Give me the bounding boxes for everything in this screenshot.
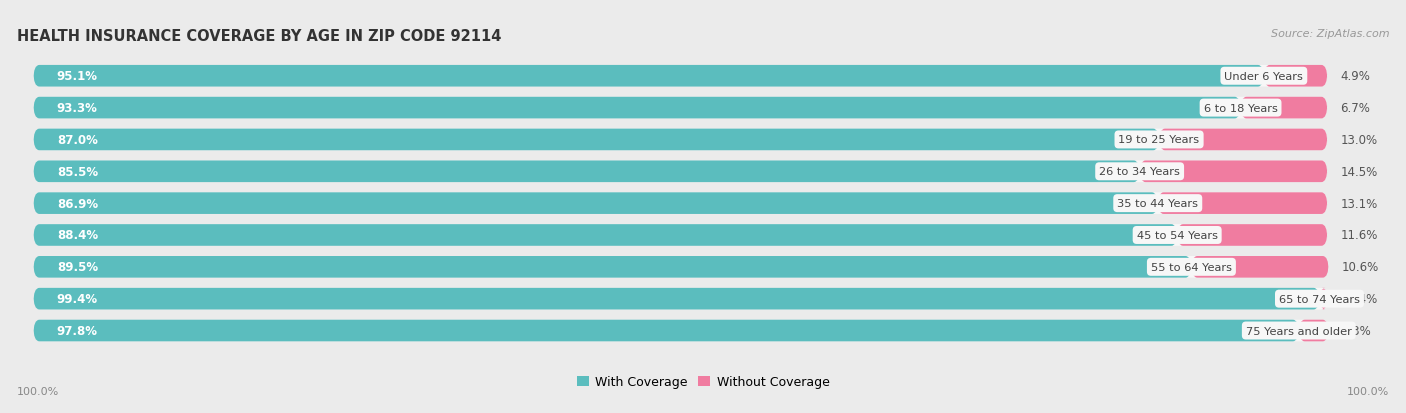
Text: 2.3%: 2.3% <box>1341 324 1371 337</box>
FancyBboxPatch shape <box>1177 225 1327 246</box>
FancyBboxPatch shape <box>34 256 1327 278</box>
Text: 89.5%: 89.5% <box>56 261 98 274</box>
FancyBboxPatch shape <box>34 129 1159 151</box>
Text: 100.0%: 100.0% <box>1347 387 1389 396</box>
FancyBboxPatch shape <box>34 161 1140 183</box>
Text: 87.0%: 87.0% <box>56 134 97 147</box>
FancyBboxPatch shape <box>34 66 1327 88</box>
FancyBboxPatch shape <box>34 320 1299 342</box>
FancyBboxPatch shape <box>1264 66 1327 88</box>
FancyBboxPatch shape <box>34 193 1327 214</box>
FancyBboxPatch shape <box>34 288 1319 310</box>
FancyBboxPatch shape <box>34 97 1327 119</box>
Text: 13.0%: 13.0% <box>1340 134 1378 147</box>
Text: 100.0%: 100.0% <box>17 387 59 396</box>
FancyBboxPatch shape <box>34 288 1327 310</box>
FancyBboxPatch shape <box>34 320 1327 342</box>
FancyBboxPatch shape <box>34 225 1177 246</box>
FancyBboxPatch shape <box>34 129 1327 151</box>
Text: 99.4%: 99.4% <box>56 292 98 306</box>
FancyBboxPatch shape <box>34 225 1327 246</box>
Text: 14.5%: 14.5% <box>1340 165 1378 178</box>
Text: Under 6 Years: Under 6 Years <box>1225 71 1303 81</box>
Text: 6 to 18 Years: 6 to 18 Years <box>1204 103 1278 113</box>
FancyBboxPatch shape <box>34 256 1191 278</box>
Text: Source: ZipAtlas.com: Source: ZipAtlas.com <box>1271 29 1389 39</box>
Text: 11.6%: 11.6% <box>1340 229 1378 242</box>
Text: HEALTH INSURANCE COVERAGE BY AGE IN ZIP CODE 92114: HEALTH INSURANCE COVERAGE BY AGE IN ZIP … <box>17 29 502 44</box>
FancyBboxPatch shape <box>1191 256 1329 278</box>
FancyBboxPatch shape <box>34 161 1327 183</box>
Text: 88.4%: 88.4% <box>56 229 98 242</box>
Text: 4.9%: 4.9% <box>1340 70 1369 83</box>
FancyBboxPatch shape <box>1159 129 1327 151</box>
FancyBboxPatch shape <box>1140 161 1327 183</box>
Text: 10.6%: 10.6% <box>1341 261 1379 274</box>
Text: 45 to 54 Years: 45 to 54 Years <box>1136 230 1218 240</box>
Text: 75 Years and older: 75 Years and older <box>1246 326 1351 336</box>
Text: 95.1%: 95.1% <box>56 70 98 83</box>
Legend: With Coverage, Without Coverage: With Coverage, Without Coverage <box>572 370 834 393</box>
Text: 97.8%: 97.8% <box>56 324 98 337</box>
Text: 85.5%: 85.5% <box>56 165 98 178</box>
FancyBboxPatch shape <box>1240 97 1327 119</box>
FancyBboxPatch shape <box>1299 320 1329 342</box>
Text: 6.7%: 6.7% <box>1340 102 1369 115</box>
Text: 35 to 44 Years: 35 to 44 Years <box>1118 199 1198 209</box>
Text: 26 to 34 Years: 26 to 34 Years <box>1099 167 1180 177</box>
Text: 55 to 64 Years: 55 to 64 Years <box>1152 262 1232 272</box>
FancyBboxPatch shape <box>34 193 1157 214</box>
Text: 86.9%: 86.9% <box>56 197 98 210</box>
Text: 13.1%: 13.1% <box>1340 197 1378 210</box>
FancyBboxPatch shape <box>1319 288 1327 310</box>
Text: 65 to 74 Years: 65 to 74 Years <box>1279 294 1360 304</box>
FancyBboxPatch shape <box>1157 193 1327 214</box>
FancyBboxPatch shape <box>34 66 1264 88</box>
Text: 0.64%: 0.64% <box>1341 292 1378 306</box>
FancyBboxPatch shape <box>34 97 1240 119</box>
Text: 19 to 25 Years: 19 to 25 Years <box>1119 135 1199 145</box>
Text: 93.3%: 93.3% <box>56 102 97 115</box>
